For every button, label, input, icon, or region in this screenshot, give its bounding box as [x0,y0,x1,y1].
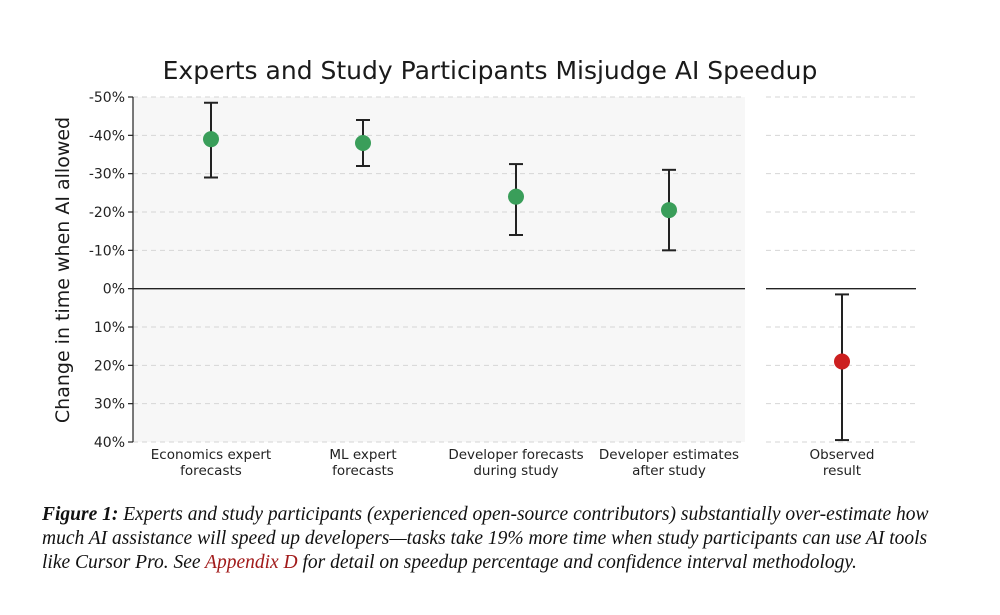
x-category-label: Observed [810,447,875,463]
x-category-label: forecasts [180,463,242,479]
y-tick-label: -10% [89,243,125,259]
y-tick-label: 20% [94,358,125,374]
data-point [355,135,371,151]
y-tick-label: 40% [94,435,125,451]
x-category-label: after study [632,463,706,479]
y-tick-label: 30% [94,397,125,413]
chart-title: Experts and Study Participants Misjudge … [163,56,818,85]
x-category-label: result [823,463,861,479]
caption-text-after-link: for detail on speedup percentage and con… [297,552,857,573]
x-category-label: Developer estimates [599,447,739,463]
panel-forecasts: -50% -40% -30% -20% -10% 0% 10% 20% 30% 40% Econom… [89,90,745,479]
x-category-label: Developer forecasts [448,447,583,463]
y-tick-label: -20% [89,205,125,221]
data-point-group [203,101,219,179]
caption-text-before-link: Experts and study participants (experien… [42,504,929,573]
figure-caption: Figure 1: Experts and study participants… [42,503,942,575]
data-point [661,202,677,219]
data-point-group [661,168,677,252]
appendix-d-link[interactable]: Appendix D [205,552,298,573]
data-point [834,353,850,370]
data-point [508,188,524,205]
panel-background [133,97,745,442]
data-point-group [508,163,524,236]
figure-label: Figure 1: [42,504,119,525]
y-tick-label: 0% [103,282,125,298]
data-point [203,131,219,148]
x-category-label: during study [473,463,558,479]
data-point-group [355,119,371,167]
x-category-label: ML expert [329,447,396,463]
y-axis-label: Change in time when AI allowed [52,117,74,423]
chart-panels: -50% -40% -30% -20% -10% 0% 10% 20% 30% 40% Econom… [89,90,916,479]
y-tick-label: -40% [89,128,125,144]
data-point-group [834,293,850,442]
x-category-label: forecasts [332,463,394,479]
y-tick-label: -30% [89,167,125,183]
misjudge-speedup-chart: Experts and Study Participants Misjudge … [52,56,916,479]
x-category-label: Economics expert [151,447,271,463]
y-tick-label: -50% [89,90,125,106]
y-tick-label: 10% [94,320,125,336]
